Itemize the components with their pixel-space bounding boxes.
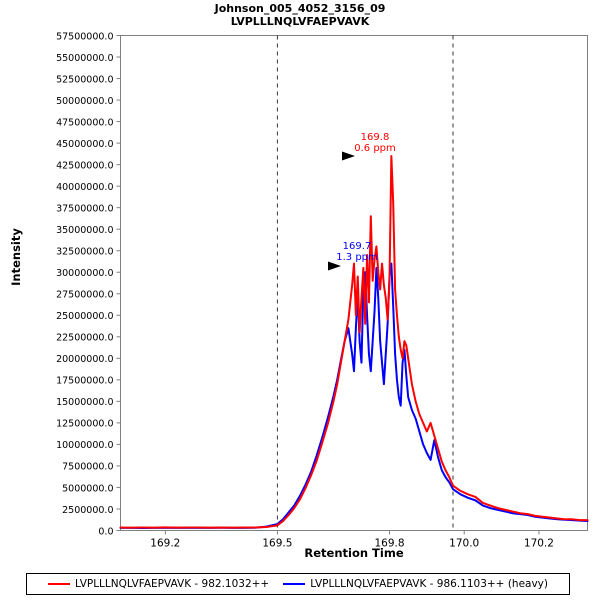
y-tick-label: 5000000.0 bbox=[62, 483, 113, 494]
y-tick-label: 30000000.0 bbox=[56, 268, 113, 279]
y-tick-label: 12500000.0 bbox=[56, 419, 113, 430]
y-tick-label: 42500000.0 bbox=[56, 160, 113, 171]
legend: LVPLLLNQLVFAEPVAVK - 982.1032++ LVPLLLNQ… bbox=[26, 573, 570, 595]
y-tick-label: 40000000.0 bbox=[56, 182, 113, 193]
y-tick-label: 17500000.0 bbox=[56, 376, 113, 387]
chart-title-line-1: Johnson_005_4052_3156_09 bbox=[214, 2, 386, 15]
x-tick-label: 169.2 bbox=[150, 538, 180, 550]
x-tick-label: 170.0 bbox=[449, 538, 479, 550]
y-tick-label: 37500000.0 bbox=[56, 203, 113, 214]
y-tick-label: 0.0 bbox=[98, 526, 113, 537]
annotation-rt-label: 169.8 bbox=[361, 132, 390, 143]
y-tick-label: 45000000.0 bbox=[56, 139, 113, 150]
y-tick-label: 25000000.0 bbox=[56, 311, 113, 322]
legend-item-heavy[interactable]: LVPLLLNQLVFAEPVAVK - 986.1103++ (heavy) bbox=[283, 578, 548, 590]
x-tick-label: 170.2 bbox=[524, 538, 554, 550]
y-tick-label: 15000000.0 bbox=[56, 397, 113, 408]
y-tick-label: 57500000.0 bbox=[56, 31, 113, 42]
x-tick-label: 169.8 bbox=[374, 538, 404, 550]
legend-swatch-light-icon bbox=[48, 583, 70, 585]
y-tick-label: 50000000.0 bbox=[56, 96, 113, 107]
legend-label-heavy: LVPLLLNQLVFAEPVAVK - 986.1103++ (heavy) bbox=[310, 578, 548, 590]
annotation-ppm-label: 1.3 ppm bbox=[336, 252, 378, 263]
annotation-rt-label: 169.7 bbox=[343, 241, 372, 252]
y-tick-label: 10000000.0 bbox=[56, 440, 113, 451]
annotation-ppm-label: 0.6 ppm bbox=[354, 143, 396, 154]
y-tick-label: 55000000.0 bbox=[56, 53, 113, 64]
series-line-heavy bbox=[119, 262, 589, 529]
y-tick-label: 32500000.0 bbox=[56, 247, 113, 258]
light-peak-annotation: 169.80.6 ppm bbox=[342, 132, 396, 161]
y-tick-label: 7500000.0 bbox=[62, 462, 113, 473]
chart-title: Johnson_005_4052_3156_09 LVPLLLNQLVFAEPV… bbox=[0, 2, 600, 28]
legend-item-light[interactable]: LVPLLLNQLVFAEPVAVK - 982.1032++ bbox=[48, 578, 269, 590]
y-tick-label: 22500000.0 bbox=[56, 333, 113, 344]
y-tick-label: 20000000.0 bbox=[56, 354, 113, 365]
y-tick-label: 35000000.0 bbox=[56, 225, 113, 236]
heavy-peak-annotation: 169.71.3 ppm bbox=[328, 241, 378, 271]
annotation-arrow-icon bbox=[328, 261, 341, 271]
series-line-light bbox=[119, 155, 589, 529]
y-tick-label: 52500000.0 bbox=[56, 74, 113, 85]
annotation-arrow-icon bbox=[342, 151, 355, 161]
chart-title-line-2: LVPLLLNQLVFAEPVAVK bbox=[230, 15, 370, 28]
y-tick-label: 27500000.0 bbox=[56, 290, 113, 301]
legend-label-light: LVPLLLNQLVFAEPVAVK - 982.1032++ bbox=[75, 578, 270, 590]
y-tick-label: 47500000.0 bbox=[56, 117, 113, 128]
y-tick-label: 2500000.0 bbox=[62, 505, 113, 516]
x-axis-label: Retention Time bbox=[304, 546, 404, 560]
legend-swatch-heavy-icon bbox=[283, 583, 306, 585]
x-tick-label: 169.5 bbox=[262, 538, 292, 550]
